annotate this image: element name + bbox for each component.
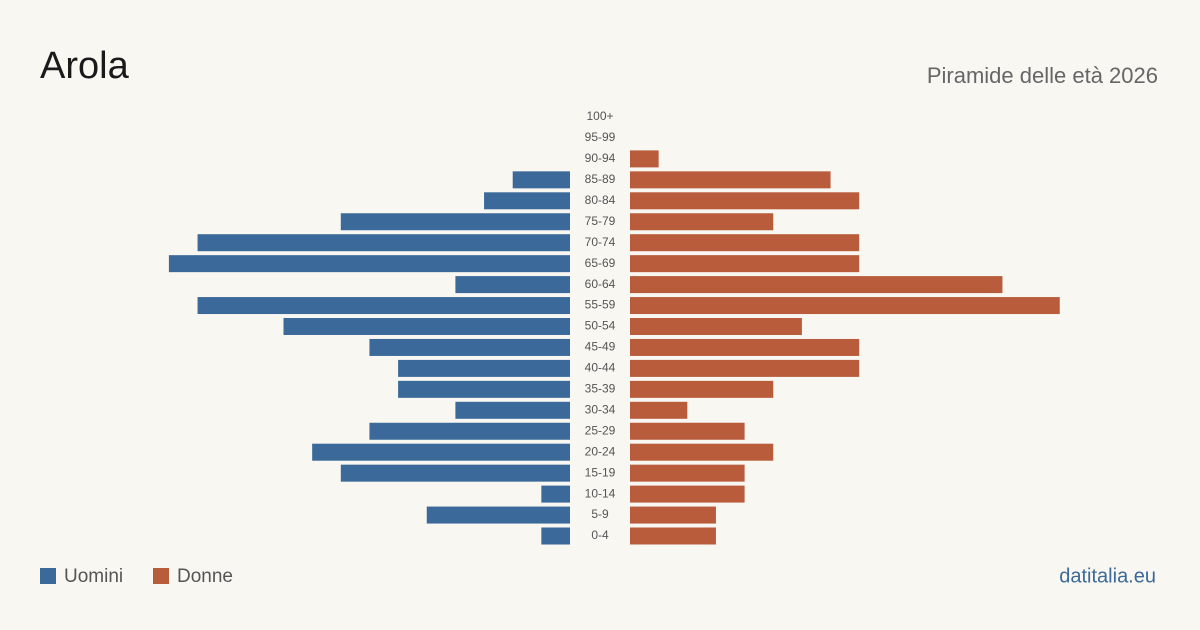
bar-male — [312, 443, 570, 461]
bar-female — [630, 318, 802, 335]
bar-male — [455, 401, 570, 419]
bar-female — [630, 359, 860, 377]
category-label: 55-59 — [585, 298, 616, 312]
category-label: 0-4 — [591, 528, 609, 542]
bar-male — [541, 527, 570, 545]
bar-male — [283, 318, 570, 335]
category-label: 40-44 — [585, 361, 616, 375]
category-label: 35-39 — [585, 382, 616, 396]
category-label: 15-19 — [585, 465, 616, 479]
bar-female — [630, 213, 774, 231]
bar-female — [630, 527, 716, 545]
category-label: 45-49 — [585, 340, 616, 354]
bar-male — [484, 192, 570, 210]
bar-male — [197, 297, 571, 315]
legend-label: Uomini — [64, 566, 123, 587]
bar-male — [168, 255, 570, 273]
bar-female — [630, 422, 745, 440]
legend-label: Donne — [177, 566, 233, 587]
bar-female — [630, 150, 659, 168]
legend-swatch — [153, 568, 169, 584]
bar-male — [340, 213, 570, 231]
bar-female — [630, 255, 860, 273]
bar-male — [340, 464, 570, 482]
category-label: 95-99 — [585, 130, 616, 144]
bar-female — [630, 297, 1060, 315]
category-label: 60-64 — [585, 277, 616, 291]
bar-male — [541, 485, 570, 503]
bar-male — [197, 234, 571, 252]
bar-male — [398, 380, 570, 398]
category-label: 70-74 — [585, 235, 616, 249]
bar-male — [369, 338, 570, 356]
chart-title: Arola — [40, 45, 130, 87]
category-label: 100+ — [586, 109, 613, 123]
chart-subtitle: Piramide delle età 2026 — [927, 63, 1158, 88]
bar-female — [630, 192, 860, 210]
bar-male — [426, 506, 570, 524]
category-label: 25-29 — [585, 423, 616, 437]
category-label: 30-34 — [585, 402, 616, 416]
bar-female — [630, 443, 774, 461]
bar-female — [630, 380, 774, 398]
category-label: 50-54 — [585, 319, 616, 333]
category-label: 90-94 — [585, 151, 616, 165]
category-label: 5-9 — [591, 507, 609, 521]
legend-swatch — [40, 568, 56, 584]
bar-female — [630, 234, 860, 252]
bar-female — [630, 464, 745, 482]
bar-male — [369, 422, 570, 440]
bar-male — [512, 171, 570, 189]
bar-male — [398, 359, 570, 377]
category-label: 20-24 — [585, 444, 616, 458]
bar-female — [630, 506, 716, 524]
category-label: 80-84 — [585, 193, 616, 207]
bar-female — [630, 485, 745, 503]
category-label: 85-89 — [585, 172, 616, 186]
bar-female — [630, 171, 831, 189]
bar-female — [630, 401, 688, 419]
category-label: 10-14 — [585, 486, 616, 500]
category-label: 75-79 — [585, 214, 616, 228]
source[interactable]: datitalia.eu — [1059, 565, 1156, 587]
bar-male — [455, 276, 570, 294]
bar-female — [630, 276, 1003, 294]
category-label: 65-69 — [585, 256, 616, 270]
bar-female — [630, 338, 860, 356]
